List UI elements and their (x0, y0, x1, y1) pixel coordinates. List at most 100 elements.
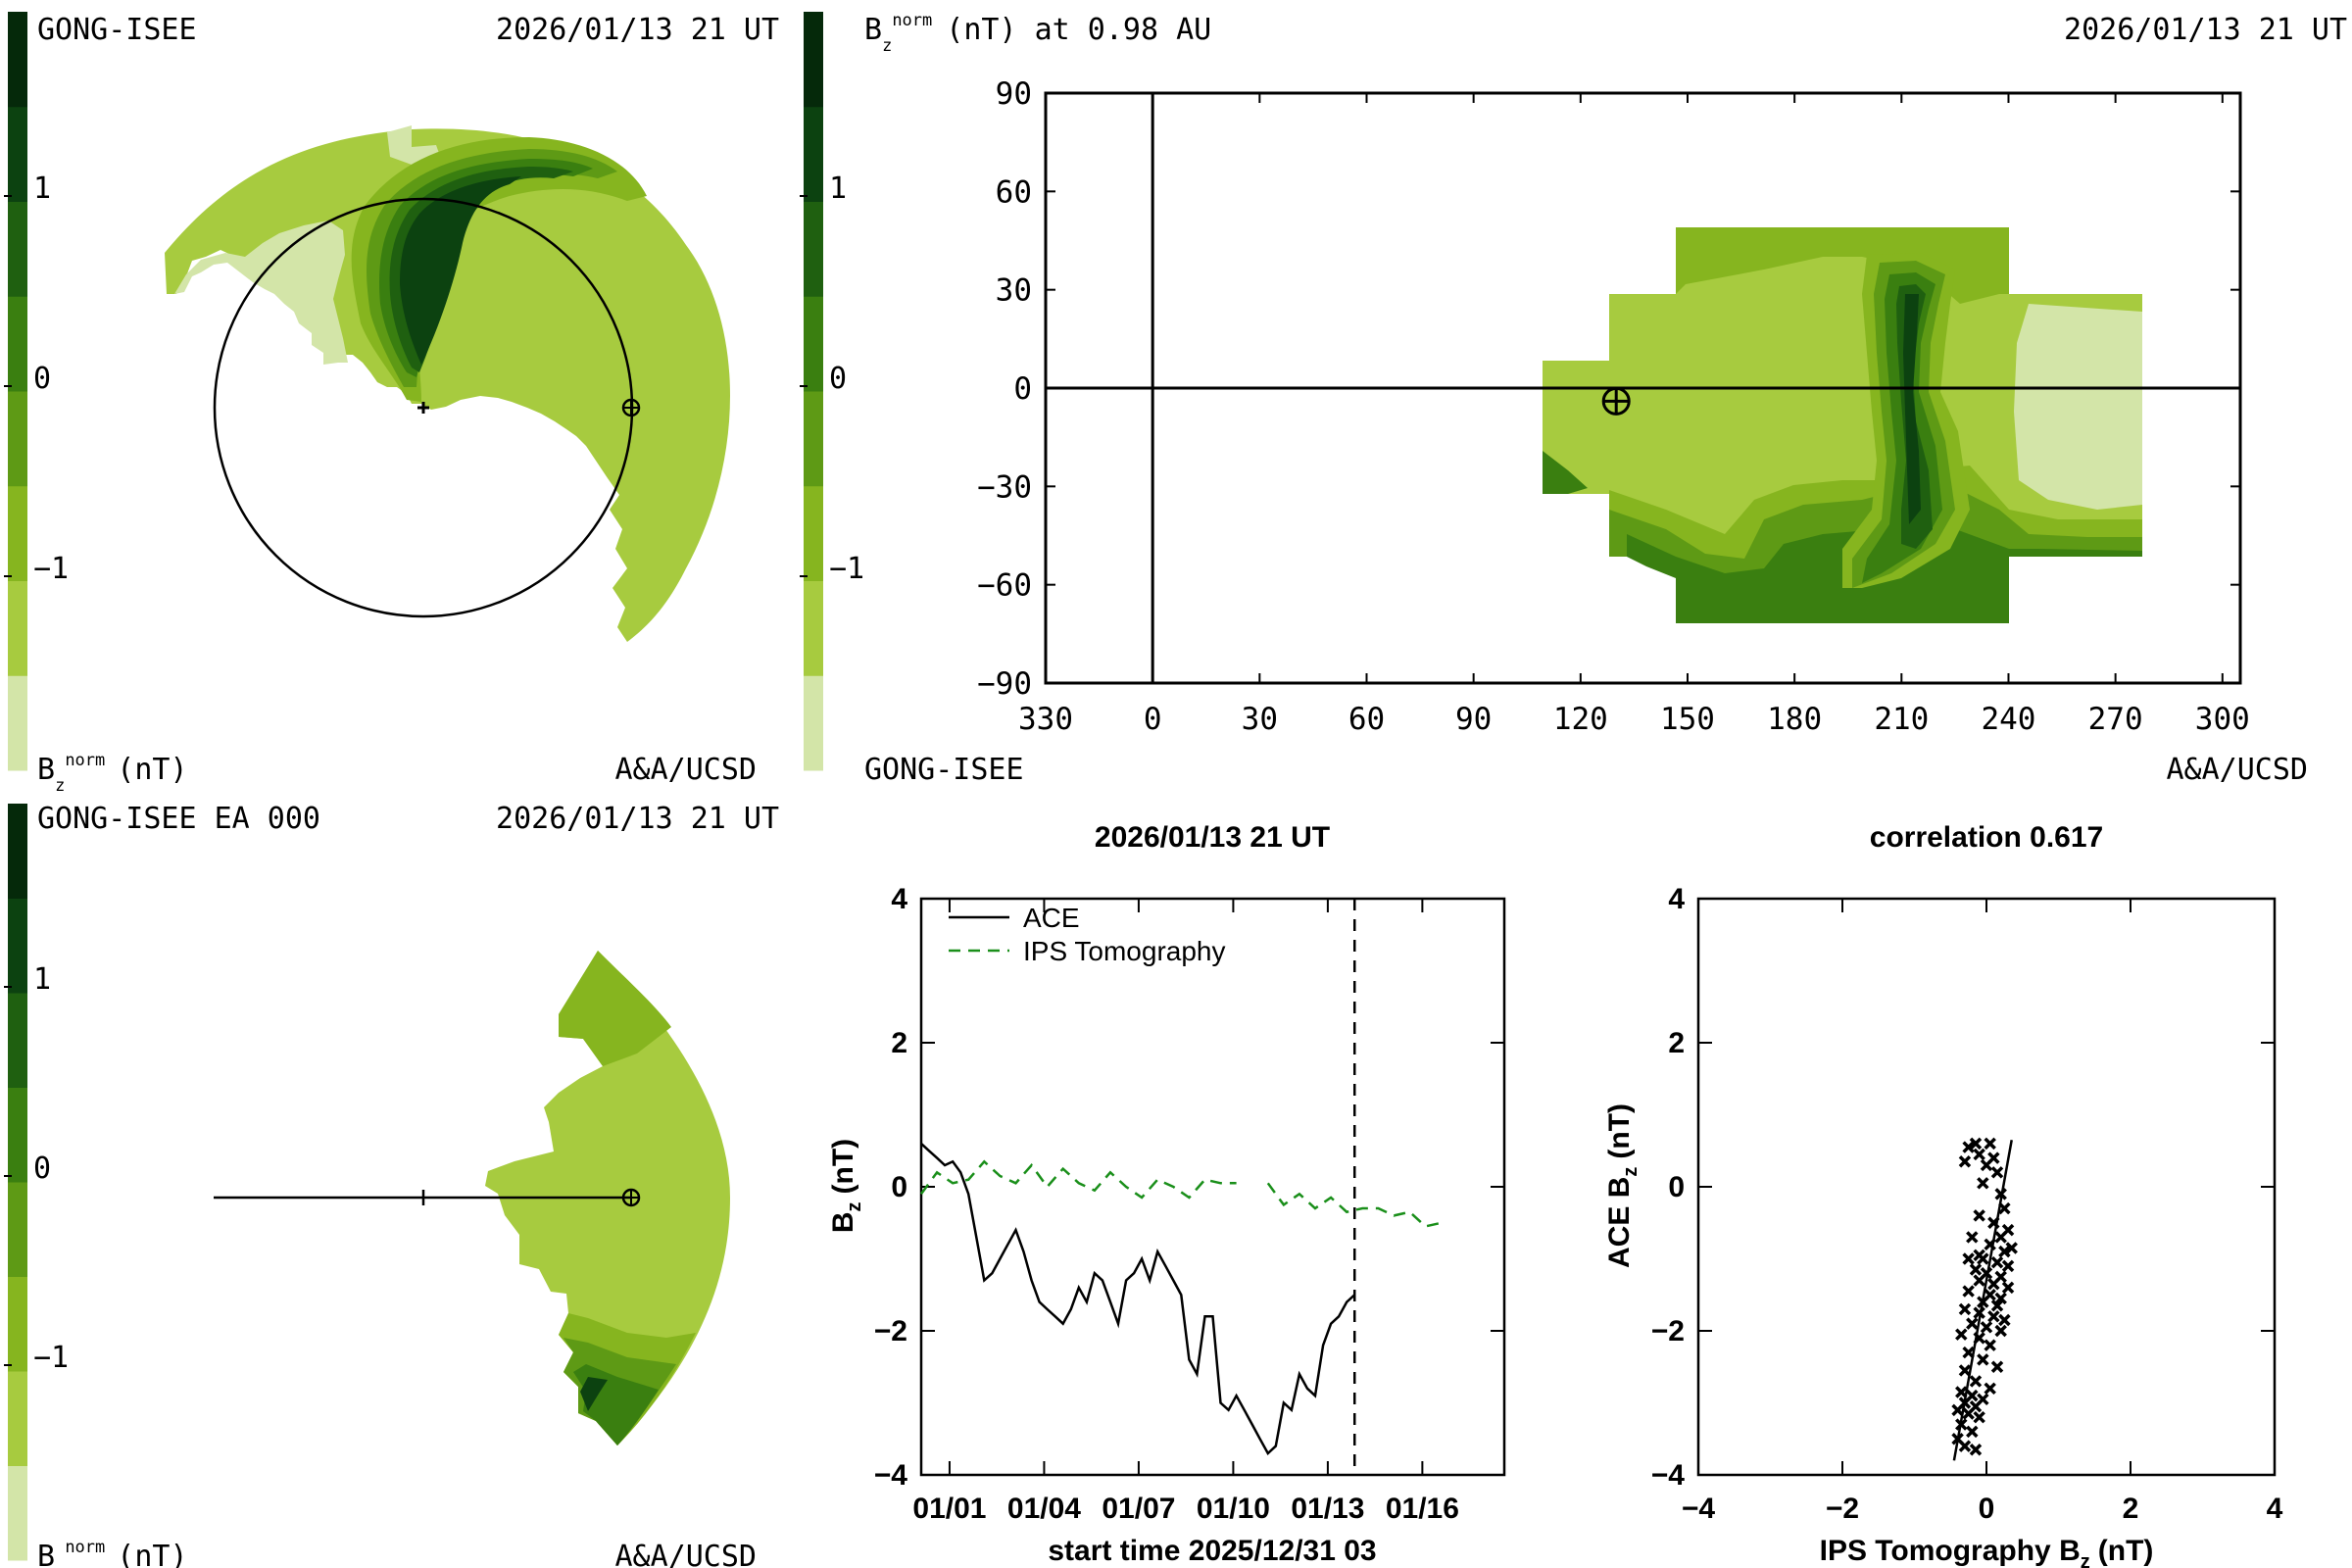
scatter-point (1977, 1353, 1989, 1366)
colorbar-segment (8, 296, 27, 392)
colorbar-tick-label: 1 (829, 172, 847, 206)
y-tick-label: 60 (996, 174, 1032, 210)
scatter-point (1973, 1274, 1985, 1287)
scatter-point (1958, 1364, 1972, 1377)
heatmap-region-light (2014, 304, 2142, 510)
source-label: GONG-ISEE (37, 13, 197, 47)
x-tick-label: 90 (1455, 702, 1492, 737)
panel-scatter: correlation 0.617 4 2 0 −2 −4 −4 −2 0 2 4 ACE Bz… (1603, 821, 2283, 1568)
date-label: 2026/01/13 21 UT (2064, 13, 2347, 47)
x-axis-label: IPS Tomography Bz (nT) (1820, 1535, 2154, 1568)
colorbar-unit-label: Bznorm(nT) (37, 1538, 188, 1568)
scatter-point (1994, 1231, 2007, 1244)
y-tick-label: 2 (891, 1027, 907, 1059)
scatter-point (2001, 1281, 2015, 1295)
x-tick-label: 30 (1242, 702, 1278, 737)
colorbar-segment (804, 12, 823, 108)
scatter-point (1969, 1137, 1983, 1151)
scatter-point (1969, 1263, 1983, 1276)
y-tick-label: 0 (1013, 371, 1032, 407)
colorbar-segment (804, 296, 823, 392)
scatter-point (1973, 1410, 1985, 1424)
y-tick-label: 2 (1668, 1027, 1685, 1059)
scatter-point (1998, 1245, 2011, 1258)
colorbar-segment (804, 391, 823, 487)
x-tick-label: 0 (1144, 702, 1162, 737)
panel-top-right: 1 0 −1 Bznorm (nT) at 0.98 AU 2026/01/13 21… (800, 11, 2347, 787)
x-tick-label: 150 (1660, 702, 1715, 737)
scatter-point (1966, 1425, 1979, 1439)
scatter-point (1973, 1332, 1985, 1345)
x-ticks: 01/01 01/04 01/07 01/10 01/13 01/16 (912, 899, 1459, 1525)
scatter-point (1994, 1324, 2007, 1338)
scatter-point (1966, 1317, 1979, 1330)
scatter-point (1973, 1209, 1985, 1222)
scatter-point (1969, 1444, 1983, 1456)
polar-band-level-7 (400, 176, 521, 365)
scatter-point (1984, 1137, 1996, 1151)
x-tick-label: 2 (2123, 1493, 2139, 1525)
scatter-point (1962, 1346, 1975, 1359)
scatter-point (1962, 1407, 1975, 1420)
scatter-point (1998, 1313, 2011, 1327)
x-ticks: −4 −2 0 2 4 (1682, 899, 2283, 1525)
x-axis-label: start time 2025/12/31 03 (1048, 1535, 1376, 1567)
scatter-point (1977, 1177, 1989, 1190)
colorbar-segment (804, 485, 823, 581)
scatter-point (1951, 1433, 1964, 1446)
colorbar-tick-label: −1 (829, 552, 864, 586)
x-tick-label: −4 (1682, 1493, 1716, 1525)
credit-label: A&A/UCSD (615, 1540, 758, 1568)
colorbar-segment (8, 1182, 27, 1277)
colorbar-segment (8, 106, 27, 202)
y-tick-label: −2 (874, 1315, 907, 1348)
colorbar-bottom-left: 1 0 −1 (4, 804, 69, 1561)
panel-top-left: 1 0 −1 GONG-ISEE 2026/01/13 21 UT Bznorm (n… (4, 12, 779, 796)
ecliptic-region-level-3 (559, 951, 671, 1066)
x-tick-label: 180 (1767, 702, 1822, 737)
colorbar-segment (8, 1276, 27, 1372)
panel-bottom-left: 1 0 −1 GONG-ISEE EA 000 2026/01/13 21 UT B… (4, 802, 779, 1568)
legend: ACE IPS Tomography (949, 903, 1226, 966)
colorbar-top-left: 1 0 −1 (4, 12, 69, 771)
colorbar-tick-label: 1 (33, 172, 51, 206)
scatter-point (1994, 1188, 2007, 1200)
polar-notch-light (387, 125, 441, 165)
scatter-point (1951, 1403, 1964, 1417)
colorbar-segment (8, 485, 27, 581)
scatter-title: correlation 0.617 (1870, 821, 2103, 854)
x-tick-label: 01/10 (1197, 1493, 1270, 1525)
scatter-point (1987, 1277, 2000, 1291)
colorbar-segment (8, 1465, 27, 1561)
scatter-point (1958, 1155, 1972, 1168)
heatmap-region-light-top (1676, 227, 2009, 304)
scatter-point (1984, 1382, 1996, 1396)
date-label: 2026/01/13 21 UT (496, 13, 779, 47)
scatter-point (1984, 1238, 1996, 1251)
scatter-point (1994, 1292, 2007, 1305)
x-tick-label: 01/13 (1291, 1493, 1364, 1525)
earth-marker (621, 398, 641, 417)
y-tick-label: −30 (977, 469, 1032, 505)
y-tick-label: 4 (1668, 883, 1685, 915)
credit-label: A&A/UCSD (615, 753, 758, 787)
scatter-point (1990, 1166, 2004, 1179)
colorbar-segment (8, 580, 27, 676)
map-title: Bznorm (nT) at 0.98 AU (864, 11, 1211, 56)
ips-series-line (1266, 1182, 1442, 1228)
date-label: 2026/01/13 21 UT (496, 802, 779, 836)
y-tick-label: −60 (977, 568, 1032, 604)
colorbar-segment (804, 675, 823, 771)
scatter-point (1980, 1158, 1993, 1172)
colorbar-segment (8, 675, 27, 771)
scatter-point (1955, 1418, 1968, 1431)
colorbar-tick-label: 1 (33, 962, 51, 997)
y-ticks: 4 2 0 −2 −4 (874, 883, 1504, 1492)
colorbar-tick-label: 0 (33, 362, 51, 396)
y-tick-label: 30 (996, 273, 1032, 309)
scatter-point (1973, 1148, 1985, 1161)
scatter-point (1962, 1252, 1975, 1265)
heatmap-region-level-5b (1543, 451, 1588, 494)
y-tick-label: 0 (1668, 1171, 1685, 1203)
colorbar-tick-label: 0 (33, 1152, 51, 1186)
